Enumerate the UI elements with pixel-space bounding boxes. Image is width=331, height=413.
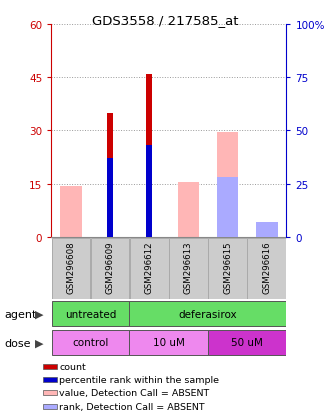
FancyBboxPatch shape	[52, 301, 129, 326]
Text: value, Detection Call = ABSENT: value, Detection Call = ABSENT	[60, 388, 210, 397]
Text: deferasirox: deferasirox	[179, 309, 237, 319]
Text: ▶: ▶	[35, 338, 43, 348]
Bar	[60, 186, 82, 237]
Bar	[178, 183, 199, 237]
FancyBboxPatch shape	[52, 238, 90, 299]
Text: GSM296616: GSM296616	[262, 241, 271, 294]
Bar	[146, 74, 153, 237]
Text: GSM296612: GSM296612	[145, 241, 154, 294]
Bar	[43, 390, 57, 395]
Text: agent: agent	[4, 309, 36, 319]
FancyBboxPatch shape	[169, 238, 208, 299]
Text: ▶: ▶	[35, 309, 43, 319]
FancyBboxPatch shape	[91, 238, 129, 299]
FancyBboxPatch shape	[247, 238, 286, 299]
FancyBboxPatch shape	[208, 330, 286, 355]
Text: untreated: untreated	[65, 309, 116, 319]
Text: GSM296608: GSM296608	[67, 241, 75, 294]
Bar	[256, 223, 277, 237]
Text: GSM296609: GSM296609	[106, 241, 115, 293]
Text: percentile rank within the sample: percentile rank within the sample	[60, 375, 219, 384]
Bar	[217, 133, 238, 237]
Text: 10 uM: 10 uM	[153, 337, 185, 347]
Text: dose: dose	[4, 338, 30, 348]
Bar	[43, 404, 57, 409]
Text: 50 uM: 50 uM	[231, 337, 263, 347]
Text: count: count	[60, 362, 86, 371]
FancyBboxPatch shape	[208, 238, 247, 299]
FancyBboxPatch shape	[129, 301, 286, 326]
Bar	[146, 146, 153, 237]
Bar	[217, 178, 238, 237]
FancyBboxPatch shape	[130, 238, 168, 299]
FancyBboxPatch shape	[52, 330, 129, 355]
Bar	[43, 377, 57, 382]
Text: rank, Detection Call = ABSENT: rank, Detection Call = ABSENT	[60, 402, 205, 411]
Bar	[43, 364, 57, 369]
Text: GSM296615: GSM296615	[223, 241, 232, 294]
Text: GSM296613: GSM296613	[184, 241, 193, 294]
FancyBboxPatch shape	[129, 330, 208, 355]
Text: control: control	[72, 337, 109, 347]
Bar	[107, 114, 113, 237]
Bar	[107, 159, 113, 237]
Text: GDS3558 / 217585_at: GDS3558 / 217585_at	[92, 14, 239, 27]
